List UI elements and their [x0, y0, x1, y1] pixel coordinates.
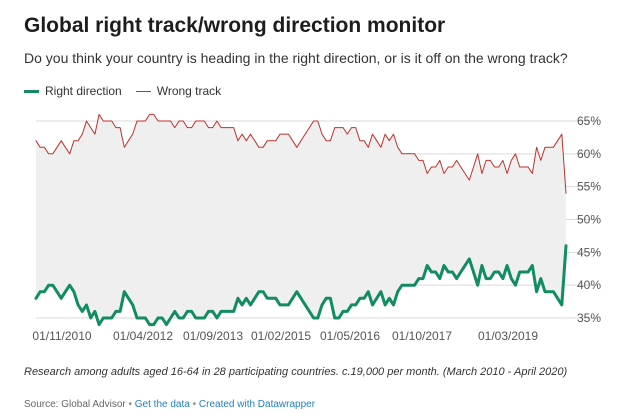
- y-tick-label: 60%: [577, 147, 601, 161]
- datawrapper-link[interactable]: Created with Datawrapper: [198, 399, 316, 410]
- y-tick-label: 40%: [577, 278, 601, 292]
- legend-swatch-right-direction: [24, 89, 39, 93]
- legend-label-right-direction: Right direction: [45, 84, 122, 98]
- chart-subtitle: Do you think your country is heading in …: [24, 50, 568, 66]
- x-tick-label: 01/09/2013: [183, 329, 243, 343]
- y-tick-label: 50%: [577, 213, 601, 227]
- series-line-wrong-track: [35, 113, 567, 194]
- line-chart: 65% 60% 55% 50% 45% 40% 35% 01/11/2010 01/04/201…: [32, 113, 601, 343]
- legend-swatch-wrong-track: [135, 90, 151, 92]
- legend-item-wrong-track: Wrong track: [135, 84, 222, 98]
- legend-label-wrong-track: Wrong track: [156, 84, 222, 98]
- source-text: Source: Global Advisor: [24, 399, 126, 410]
- chart-title: Global right track/wrong direction monit…: [24, 14, 446, 37]
- chart-notes: Research among adults aged 16-64 in 28 p…: [24, 366, 568, 378]
- x-tick-label: 01/11/2010: [32, 329, 91, 343]
- footer-separator: •: [125, 399, 135, 410]
- y-tick-label: 65%: [577, 114, 601, 128]
- y-tick-label: 35%: [577, 311, 601, 325]
- legend: Right direction Wrong track: [24, 84, 235, 98]
- x-tick-label: 01/03/2019: [478, 329, 538, 343]
- get-data-link[interactable]: Get the data: [134, 399, 190, 410]
- chart-footer: Source: Global Advisor • Get the data • …: [24, 399, 315, 410]
- series-line-right-direction: [34, 244, 568, 327]
- legend-item-right-direction: Right direction: [24, 84, 122, 98]
- x-tick-label: 01/10/2017: [392, 329, 452, 343]
- range-band: [36, 114, 566, 325]
- x-tick-label: 01/04/2012: [113, 329, 173, 343]
- y-tick-label: 55%: [577, 180, 601, 194]
- x-tick-label: 01/02/2015: [251, 329, 311, 343]
- footer-separator: •: [189, 399, 199, 410]
- y-tick-label: 45%: [577, 245, 601, 259]
- x-tick-label: 01/05/2016: [320, 329, 380, 343]
